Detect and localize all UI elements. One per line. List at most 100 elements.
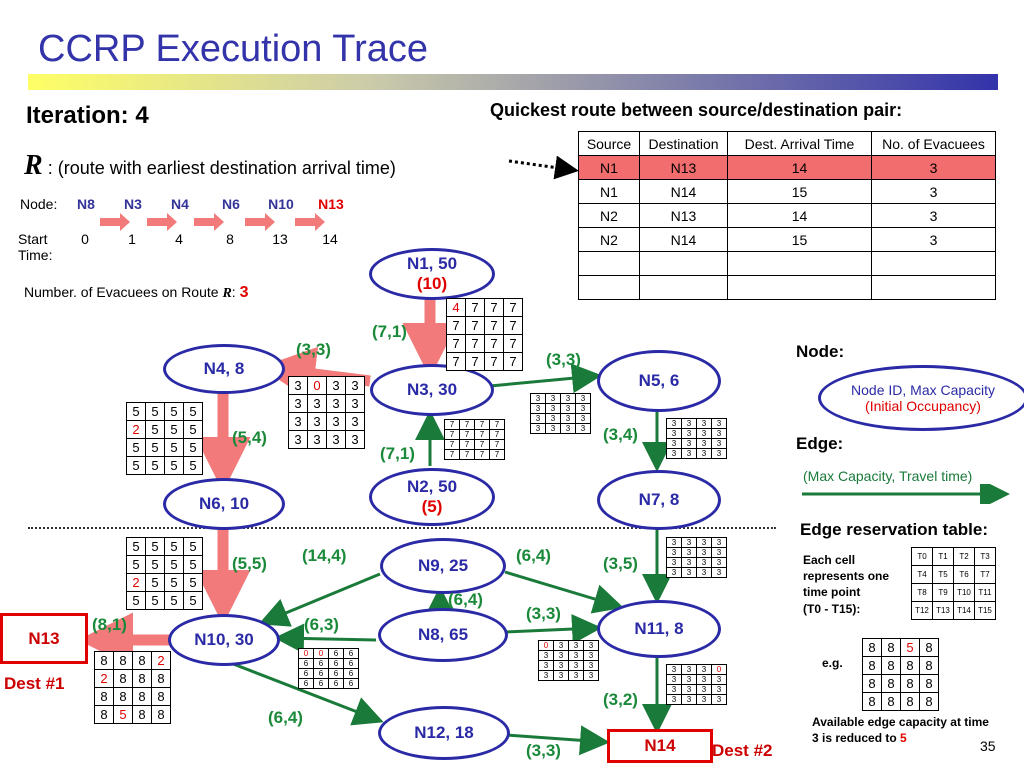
grid-cell: 3	[345, 412, 365, 431]
grid-cell: 3	[553, 640, 569, 651]
grid-cell: 3	[288, 412, 308, 431]
route-pointer-arrow	[508, 155, 579, 180]
grid-cell: 7	[474, 429, 490, 440]
grid-cell: 8	[919, 692, 939, 711]
grid-cell: 5	[183, 420, 203, 439]
grid-cell: 5	[126, 591, 146, 610]
grid-cell: T6	[953, 565, 975, 584]
edge-n8-n10	[274, 623, 377, 654]
route-node-n4: N4	[171, 196, 189, 212]
node-n7: N7, 8	[597, 470, 721, 530]
node-n12: N12, 18	[378, 706, 510, 760]
legend-edge-desc: (Max Capacity, Travel time)	[803, 468, 973, 484]
grid-cell: 3	[545, 423, 561, 434]
grid-cell: 3	[288, 394, 308, 413]
grid-cell: 7	[459, 429, 475, 440]
grid-cell: 7	[484, 352, 504, 371]
grid-cell: 0	[313, 648, 329, 659]
grid-cell: 3	[530, 393, 546, 404]
edge-n10-n12	[222, 658, 384, 726]
grid-cell: T11	[974, 583, 996, 602]
grid-cell: 3	[666, 567, 682, 578]
grid-cell: 3	[326, 412, 346, 431]
node-n9: N9, 25	[380, 538, 506, 594]
grid-cell: 3	[530, 423, 546, 434]
grid-cell: 5	[164, 438, 184, 457]
grid-cell: 5	[900, 638, 920, 657]
grid-cell: 8	[881, 656, 901, 675]
grid-cell: 5	[164, 555, 184, 574]
grid-cell: 3	[711, 547, 727, 558]
grid-cell: 3	[568, 650, 584, 661]
edge-label-n8-n11: (3,3)	[526, 604, 561, 623]
grid-cell: T8	[911, 583, 933, 602]
grid-cell: 3	[575, 403, 591, 414]
grid-cell: T15	[974, 601, 996, 620]
grid-cell: 3	[538, 660, 554, 671]
grid-cell: T5	[932, 565, 954, 584]
legend-edge-title: Edge:	[796, 434, 844, 453]
grid-cell: 5	[183, 402, 203, 421]
grid-cell: 6	[343, 678, 359, 689]
grid-cell: 3	[666, 428, 682, 439]
grid-cell: 5	[126, 537, 146, 556]
grid-cell: 3	[583, 650, 599, 661]
grid-cell: 3	[666, 694, 682, 705]
grid-cell: 3	[345, 430, 365, 449]
route-table-cell: 15	[727, 227, 872, 252]
edge-label-n2-n3: (7,1)	[380, 444, 415, 463]
edge-label-n10-n12: (6,4)	[268, 708, 303, 727]
dest-n13-tag: Dest #1	[4, 674, 65, 693]
grid-cell: 3	[696, 428, 712, 439]
route-table-cell	[639, 275, 728, 300]
grid-cell: 7	[503, 298, 523, 317]
grid-cell: 7	[489, 419, 505, 430]
route-table-row: N1 N14 15 3	[578, 179, 996, 204]
grid-cell: 8	[132, 705, 152, 724]
grid-cell: 3	[530, 403, 546, 414]
grid-cell: 0	[298, 648, 314, 659]
grid-cell: T1	[932, 547, 954, 566]
grid-cell: 5	[164, 420, 184, 439]
grid-cell: 8	[881, 692, 901, 711]
grid-cell: 6	[298, 658, 314, 669]
grid-cell: 2	[126, 573, 146, 592]
grid-cell: T10	[953, 583, 975, 602]
grid-cell: 3	[696, 567, 712, 578]
route-table-cell: N1	[578, 179, 640, 204]
route-symbol: R	[24, 150, 43, 181]
grid-cell: 6	[328, 668, 344, 679]
grid-cell: 3	[666, 537, 682, 548]
grid-cell: 6	[343, 648, 359, 659]
grid-cell: 7	[484, 334, 504, 353]
page-title: CCRP Execution Trace	[38, 28, 429, 70]
grid-cell: 8	[151, 669, 171, 688]
grid-cell: T7	[974, 565, 996, 584]
grid-cell: 7	[465, 334, 485, 353]
grid-cell: 8	[919, 656, 939, 675]
grid-cell: 3	[681, 438, 697, 449]
route-node-n6: N6	[222, 196, 240, 212]
legend-node-example: Node ID, Max Capacity (Initial Occupancy…	[818, 365, 1024, 431]
start-time-label: Start Time:	[18, 231, 53, 263]
grid-cell: 5	[145, 438, 165, 457]
grid-cell: 7	[444, 449, 460, 460]
grid-cell: 5	[145, 555, 165, 574]
grid-cell: 3	[345, 394, 365, 413]
edge-label-n3-n4: (3,3)	[296, 340, 331, 359]
node-n5: N5, 6	[597, 350, 721, 412]
edge-n12-n14	[505, 725, 610, 756]
grid-cell: 8	[862, 638, 882, 657]
edge-label-n8-n9: (6,4)	[448, 590, 483, 609]
grid-cell: 8	[900, 656, 920, 675]
grid-cell: 3	[696, 547, 712, 558]
grid-cell: 3	[326, 394, 346, 413]
route-time-0: 0	[81, 231, 89, 247]
route-table-row	[578, 275, 996, 300]
grid-cell: 3	[545, 393, 561, 404]
